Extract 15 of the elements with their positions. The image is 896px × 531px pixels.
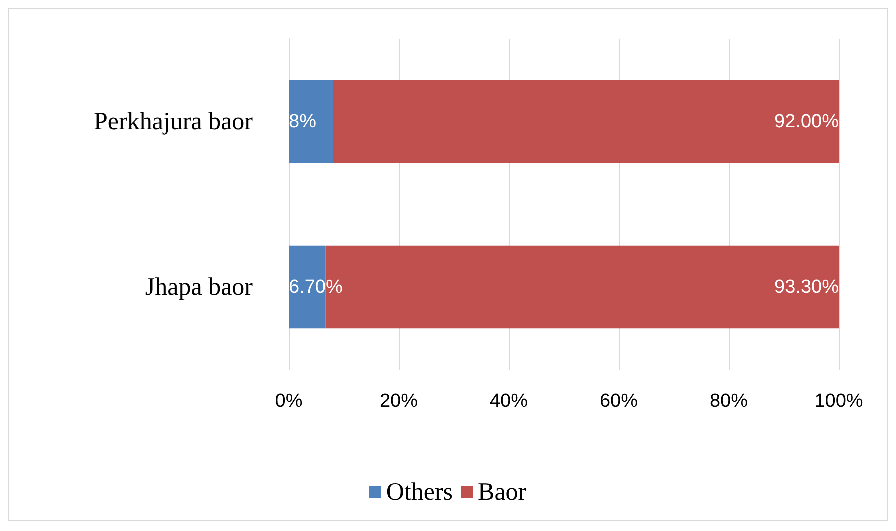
data-label: 93.30% <box>774 276 840 298</box>
data-label: 92.00% <box>774 111 840 132</box>
legend-label: Baor <box>478 479 528 506</box>
bar <box>333 80 839 164</box>
legend-label: Others <box>386 479 454 506</box>
bar <box>289 80 333 164</box>
x-tick-label: 20% <box>380 391 418 412</box>
x-tick-label: 60% <box>600 391 638 412</box>
y-tick-label: Perkhajura baor <box>94 108 254 136</box>
x-tick-label: 100% <box>814 391 864 412</box>
x-tick-label: 40% <box>490 391 528 412</box>
x-tick-label: 80% <box>710 391 748 412</box>
data-label: 8% <box>289 111 317 132</box>
x-tick-label: 0% <box>275 391 303 412</box>
y-tick-label: Jhapa baor <box>145 274 254 301</box>
